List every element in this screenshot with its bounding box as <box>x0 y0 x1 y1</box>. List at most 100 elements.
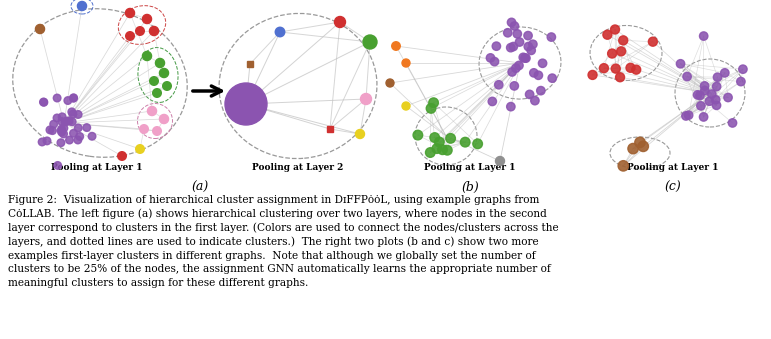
Circle shape <box>126 32 134 40</box>
Circle shape <box>534 71 543 79</box>
Circle shape <box>529 40 537 48</box>
Circle shape <box>69 118 76 126</box>
Circle shape <box>611 64 620 73</box>
Circle shape <box>386 79 394 87</box>
Circle shape <box>74 136 82 144</box>
Text: (c): (c) <box>665 181 682 194</box>
Circle shape <box>507 102 515 111</box>
Circle shape <box>683 72 692 81</box>
Circle shape <box>66 117 73 125</box>
Circle shape <box>487 54 495 62</box>
Circle shape <box>603 30 612 39</box>
Circle shape <box>507 18 516 26</box>
Circle shape <box>538 59 547 67</box>
Circle shape <box>225 83 267 125</box>
Circle shape <box>402 102 410 110</box>
Circle shape <box>522 54 530 62</box>
Text: Pooling at Layer 1: Pooling at Layer 1 <box>51 163 143 172</box>
Circle shape <box>638 141 648 152</box>
Circle shape <box>413 130 423 140</box>
Circle shape <box>712 82 721 91</box>
Circle shape <box>58 125 66 133</box>
Circle shape <box>519 53 527 62</box>
Circle shape <box>729 119 737 127</box>
Circle shape <box>54 162 62 169</box>
Circle shape <box>492 42 500 51</box>
Circle shape <box>66 136 73 144</box>
Text: (a): (a) <box>191 181 209 194</box>
Circle shape <box>618 161 628 171</box>
Text: Pooling at Layer 1: Pooling at Layer 1 <box>628 163 719 172</box>
Circle shape <box>355 129 365 139</box>
Circle shape <box>682 112 690 120</box>
Circle shape <box>59 113 66 121</box>
Circle shape <box>721 68 729 77</box>
Circle shape <box>648 37 658 46</box>
Circle shape <box>631 65 641 74</box>
Circle shape <box>701 86 709 95</box>
Circle shape <box>361 94 372 104</box>
Circle shape <box>426 148 435 157</box>
Circle shape <box>150 26 159 36</box>
Circle shape <box>335 17 345 27</box>
Circle shape <box>118 152 126 160</box>
Circle shape <box>53 94 61 102</box>
Circle shape <box>488 97 497 106</box>
Circle shape <box>611 25 620 34</box>
Circle shape <box>69 129 77 137</box>
Circle shape <box>524 32 532 40</box>
Circle shape <box>699 32 708 40</box>
Circle shape <box>705 97 714 105</box>
Circle shape <box>615 73 625 82</box>
Circle shape <box>39 98 47 106</box>
Circle shape <box>126 8 135 18</box>
Circle shape <box>525 90 534 99</box>
Circle shape <box>520 54 529 62</box>
Circle shape <box>697 102 705 110</box>
Circle shape <box>713 73 722 81</box>
Text: (b): (b) <box>461 181 479 194</box>
Circle shape <box>512 64 520 72</box>
Circle shape <box>548 74 557 82</box>
Circle shape <box>626 63 635 72</box>
Circle shape <box>69 110 77 118</box>
Circle shape <box>530 96 539 105</box>
Circle shape <box>57 139 65 146</box>
Circle shape <box>75 124 82 132</box>
Circle shape <box>530 69 538 77</box>
Circle shape <box>435 137 444 147</box>
Circle shape <box>708 90 716 98</box>
Circle shape <box>58 118 66 125</box>
Circle shape <box>737 77 745 86</box>
Circle shape <box>136 27 144 35</box>
Circle shape <box>510 82 518 90</box>
Circle shape <box>156 58 164 67</box>
Circle shape <box>363 35 377 49</box>
Text: Pooling at Layer 2: Pooling at Layer 2 <box>252 163 344 172</box>
Circle shape <box>599 64 608 73</box>
Circle shape <box>40 98 48 106</box>
Circle shape <box>39 138 46 146</box>
Circle shape <box>50 120 58 128</box>
Circle shape <box>693 91 702 99</box>
Circle shape <box>62 118 69 126</box>
Circle shape <box>140 125 148 133</box>
Circle shape <box>136 145 144 153</box>
Circle shape <box>503 28 512 37</box>
Circle shape <box>508 68 517 76</box>
Circle shape <box>58 128 66 136</box>
Circle shape <box>153 89 161 97</box>
Circle shape <box>430 133 439 142</box>
Circle shape <box>699 113 708 121</box>
Circle shape <box>537 86 545 95</box>
Circle shape <box>608 49 617 58</box>
Circle shape <box>275 27 284 37</box>
Circle shape <box>53 114 61 122</box>
Circle shape <box>635 137 645 147</box>
Circle shape <box>68 108 76 116</box>
Circle shape <box>49 127 56 134</box>
Circle shape <box>60 130 67 138</box>
Circle shape <box>46 126 54 134</box>
Circle shape <box>70 94 77 102</box>
Circle shape <box>527 46 535 55</box>
